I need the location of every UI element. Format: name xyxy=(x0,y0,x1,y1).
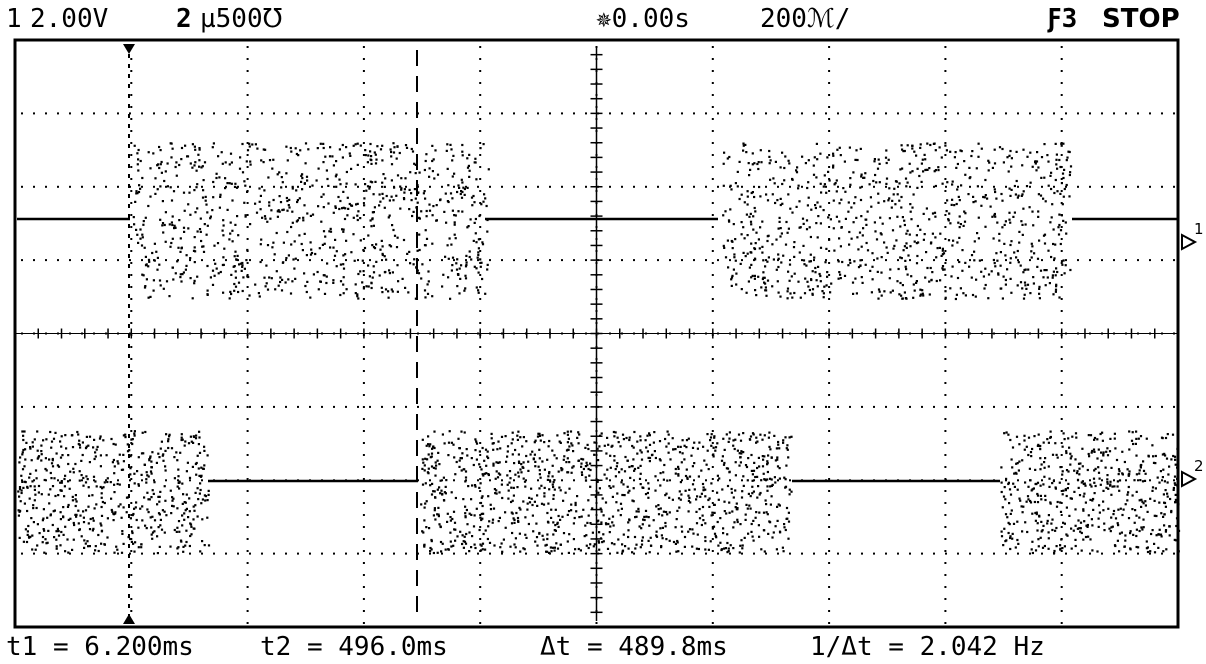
trigger-indicator: Ƒ3 xyxy=(1046,4,1078,34)
channel-1-scale[interactable]: 2.00V xyxy=(30,4,109,34)
channel-1-trace xyxy=(17,142,1178,301)
cursor-t1-readout: t1 = 6.200ms xyxy=(6,632,194,662)
run-state-badge[interactable]: STOP xyxy=(1102,4,1180,34)
channel-1-number[interactable]: 1 xyxy=(6,4,22,34)
channel-2-ground-label: 2 xyxy=(1194,457,1204,475)
time-base[interactable]: 200ℳ/ xyxy=(760,4,851,34)
status-bar: 1 2.00V 2 µ500℧ ✵0.00s 200ℳ/ Ƒ3 STOP xyxy=(0,0,1206,40)
measurement-bar: t1 = 6.200ms t2 = 496.0ms Δt = 489.8ms 1… xyxy=(0,630,1206,664)
cursor-t1-top-marker[interactable] xyxy=(123,44,135,54)
frequency-readout: 1/Δt = 2.042 Hz xyxy=(810,632,1045,662)
time-delay[interactable]: ✵0.00s xyxy=(596,4,690,34)
channel-1-ground-label: 1 xyxy=(1194,220,1204,238)
delta-t-readout: Δt = 489.8ms xyxy=(540,632,728,662)
channel-2-scale[interactable]: µ500℧ xyxy=(200,4,283,34)
channel-2-number[interactable]: 2 xyxy=(176,4,192,34)
channel-2-trace xyxy=(17,430,1181,555)
graticule-center-axes xyxy=(15,46,1179,628)
channel-1-ground-marker[interactable]: 1 xyxy=(1181,220,1204,251)
channel-2-ground-marker[interactable]: 2 xyxy=(1181,457,1204,488)
cursor-t2-readout: t2 = 496.0ms xyxy=(260,632,448,662)
cursor-t1-bottom-marker[interactable] xyxy=(123,614,135,624)
